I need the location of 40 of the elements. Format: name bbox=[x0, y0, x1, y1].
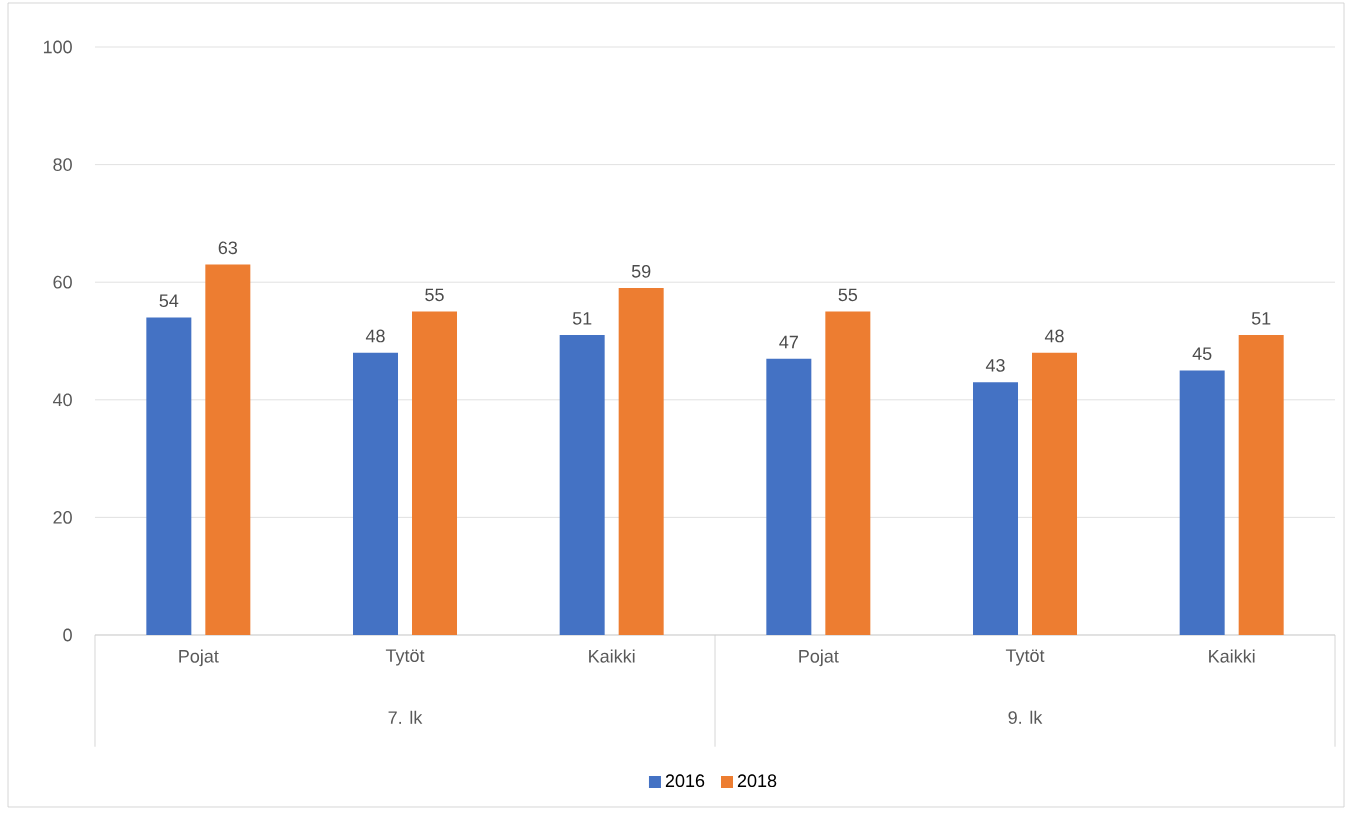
y-tick-label: 20 bbox=[53, 511, 72, 524]
data-label: 51 bbox=[1251, 312, 1271, 325]
x-tick-label: Tytöt bbox=[1005, 649, 1045, 666]
bar bbox=[1179, 370, 1225, 635]
bar bbox=[559, 335, 605, 635]
data-label: 59 bbox=[631, 264, 651, 278]
y-tick-label: 100 bbox=[43, 40, 72, 54]
bar bbox=[1032, 352, 1078, 635]
x-tick-label: Pojat bbox=[799, 649, 839, 667]
y-tick-label: 0 bbox=[63, 628, 72, 642]
x-tick-label: Kaikki bbox=[1209, 649, 1255, 663]
data-label: 54 bbox=[159, 294, 179, 308]
bar bbox=[1238, 335, 1284, 635]
bar bbox=[973, 382, 1019, 635]
data-label: 55 bbox=[425, 288, 444, 302]
text: 7. lk bbox=[388, 710, 423, 724]
bar bbox=[766, 358, 812, 635]
x-tick-label: Tytöt bbox=[385, 649, 425, 666]
data-label: 48 bbox=[1044, 329, 1064, 343]
legend-label: 2016 bbox=[665, 774, 705, 788]
y-tick-label: 80 bbox=[53, 158, 72, 171]
data-label: 48 bbox=[365, 329, 385, 343]
bar bbox=[146, 317, 192, 635]
bar bbox=[205, 264, 251, 635]
y-tick-label: 60 bbox=[53, 275, 72, 289]
bar bbox=[412, 311, 458, 635]
data-label: 55 bbox=[838, 288, 858, 302]
bar bbox=[825, 311, 871, 635]
text: 9. lk bbox=[1008, 710, 1043, 724]
bar bbox=[353, 352, 398, 635]
data-label: 51 bbox=[572, 312, 592, 325]
y-tick-label: 40 bbox=[52, 393, 72, 407]
x-tick-label: Kaikki bbox=[589, 649, 635, 663]
legend-label: 2018 bbox=[737, 774, 777, 788]
data-label: 63 bbox=[218, 241, 238, 255]
data-label: 45 bbox=[1192, 347, 1212, 361]
bar bbox=[618, 288, 664, 635]
data-label: 43 bbox=[985, 359, 1005, 372]
x-tick-label: Pojat bbox=[179, 649, 219, 667]
data-label: 47 bbox=[779, 335, 798, 349]
